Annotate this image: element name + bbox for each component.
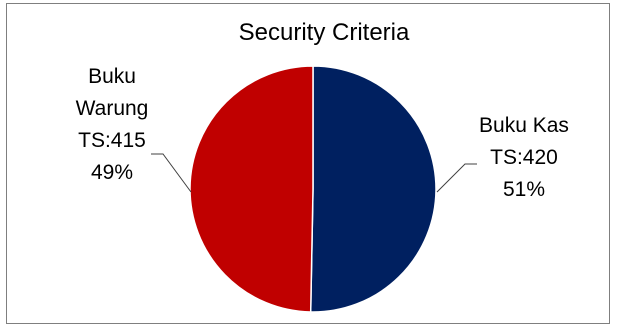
data-label: Buku Warung TS:415 49% [76,65,149,184]
pie-chart: Security Criteria Buku Kas TS:420 51% Buku W… [76,19,569,313]
leader-line [151,153,192,193]
data-label-line: Buku [88,65,136,88]
pie-slice-buku-warung [189,65,314,313]
leader-line [436,163,477,193]
pie-slice-buku-kas [309,65,437,313]
data-label-line: 51% [503,178,545,201]
data-label-line: 49% [91,161,133,184]
data-label-line: TS:420 [490,146,558,169]
data-label-line: Warung [76,97,149,120]
data-label-line: TS:415 [78,129,146,152]
chart-frame: Security Criteria Buku Kas TS:420 51% Buku W… [6,3,610,324]
chart-title: Security Criteria [239,19,410,46]
data-label: Buku Kas TS:420 51% [479,114,569,201]
data-label-line: Buku Kas [479,114,569,137]
